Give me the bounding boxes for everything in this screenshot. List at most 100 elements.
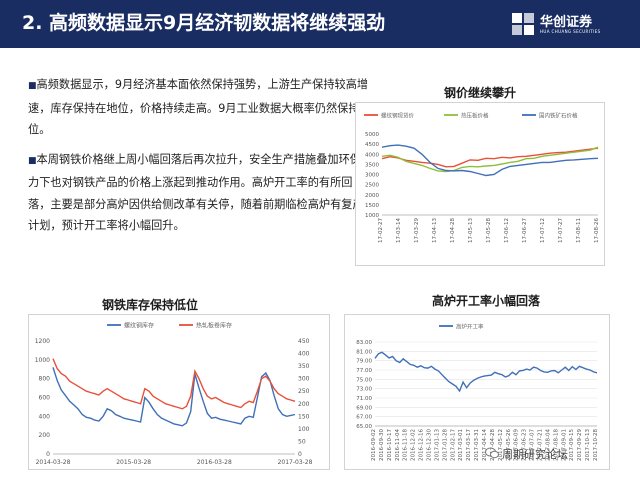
x-tick-label: 2016-09-30 (379, 429, 385, 461)
x-tick-label: 2016-10-17 (387, 429, 393, 461)
y-tick-label: 83.00 (356, 340, 372, 346)
x-tick-label: 2017-05-26 (506, 429, 512, 461)
header-banner: 2. 高频数据显示9月经济韧数据将继续强劲 华创证券 HUA CHUANG SE… (0, 0, 640, 48)
x-tick-label: 2016-12-02 (411, 429, 417, 461)
x-tick-label: 2017-09-29 (577, 429, 583, 461)
y-tick-label: 1500 (365, 203, 379, 209)
x-tick-label: 2017-07-21 (538, 429, 544, 461)
x-tick-label: 2014-03-28 (36, 459, 71, 466)
x-tick-label: 2017-07-07 (530, 429, 536, 461)
y-tick-label: 4500 (365, 142, 379, 148)
x-tick-label: 2016-09-02 (371, 429, 377, 461)
logo-subtitle: HUA CHUANG SECURITIES (540, 29, 601, 34)
x-tick-label: 2016-03-28 (197, 459, 232, 466)
bullet-text: 高频数据显示，9月经济基本面依然保持强势，上游生产保持较高增速，库存保持在地位，… (28, 78, 371, 136)
x-tick-label: 2016-12-30 (427, 429, 433, 461)
x-tick-label: 2015-03-28 (116, 459, 151, 466)
x-tick-label: 2016-12-16 (419, 429, 425, 461)
x-tick-label: 17-04-13 (432, 218, 438, 243)
y-tick-label: 77.00 (356, 368, 372, 374)
x-tick-label: 17-07-27 (558, 218, 564, 243)
series-line (381, 146, 599, 173)
chart-title-inventory: 钢铁库存保持低位 (102, 298, 199, 312)
x-tick-label: 17-06-12 (504, 218, 510, 243)
x-tick-label: 2017-03-31 (474, 429, 480, 461)
steel-price-chart: 50004500400035003000250020001500100017-0… (364, 112, 600, 243)
series-line (381, 147, 599, 168)
logo-name: 华创证券 (540, 15, 593, 30)
y-tick-label: 0 (46, 451, 50, 458)
x-tick-label: 2017-08-04 (545, 429, 551, 461)
x-tick-label: 17-03-29 (414, 218, 420, 243)
legend-label: 螺纹钢库存 (124, 322, 154, 330)
y-tick-label: 4000 (365, 152, 379, 158)
chart-panel-inventory: 1200 1000 800 600 400 200 0 450 400 350 300 250 200 1… (28, 314, 330, 470)
y-tick-label: 67.00 (356, 415, 372, 421)
bullet-list: ■高频数据显示，9月经济基本面依然保持强势，上游生产保持较高增速，库存保持在地位… (28, 74, 374, 245)
y-tick-label: 79.00 (356, 359, 372, 365)
chart-title-blast-furnace: 高炉开工率小幅回落 (432, 294, 541, 308)
x-tick-label: 2017-05-12 (498, 429, 504, 461)
y-right-tick-label: 250 (298, 388, 310, 395)
x-tick-label: 2017-01-28 (442, 429, 448, 461)
y-tick-label: 81.00 (356, 349, 372, 355)
x-tick-label: 2017-10-28 (593, 429, 599, 461)
x-tick-label: 2017-09-01 (561, 429, 567, 461)
x-tick-label: 2017-01-13 (434, 429, 440, 461)
x-tick-label: 17-05-13 (468, 218, 474, 243)
x-tick-label: 2017-04-14 (482, 429, 488, 461)
y-tick-label: 65.00 (356, 424, 372, 430)
y-right-tick-label: 50 (298, 438, 306, 445)
legend-label: 国内铁矿石价格 (539, 112, 578, 120)
y-tick-label: 73.00 (356, 387, 372, 393)
y-tick-label: 2000 (365, 193, 379, 199)
y-right-tick-label: 400 (298, 351, 310, 358)
bullet-square-icon: ■ (28, 155, 37, 166)
x-tick-label: 2017-02-17 (450, 429, 456, 461)
x-tick-label: 17-04-28 (450, 218, 456, 243)
x-tick-label: 2017-09-15 (569, 429, 575, 461)
x-tick-label: 17-03-14 (396, 218, 402, 243)
chart-panel-blast-furnace: 83.00 81.00 79.00 77.00 75.00 73.00 71.00 69.00… (344, 314, 610, 470)
y-tick-label: 2500 (365, 183, 379, 189)
x-tick-label: 17-02-27 (378, 218, 384, 243)
y-right-tick-label: 150 (298, 413, 310, 420)
y-tick-label: 1000 (365, 213, 379, 219)
chart-title-steel-price: 钢价继续攀升 (444, 86, 517, 100)
series-line (374, 351, 598, 393)
inventory-chart: 1200100080060040020004504003503002502001… (35, 322, 313, 467)
series-line (52, 358, 296, 410)
y-right-tick-label: 0 (298, 451, 302, 458)
series-line (52, 367, 296, 427)
x-tick-label: 2017-10-13 (585, 429, 591, 461)
x-tick-label: 2017-06-09 (514, 429, 520, 461)
y-tick-label: 600 (39, 395, 51, 402)
x-tick-label: 2016-11-18 (403, 429, 409, 461)
x-tick-label: 2017-04-28 (490, 429, 496, 461)
x-tick-label: 17-06-27 (522, 218, 528, 243)
bullet-square-icon: ■ (28, 81, 37, 91)
chart-panel-steel-price: 5000 4500 4000 3500 3000 2500 2000 1500 1000 17-0… (355, 102, 605, 266)
y-tick-label: 1000 (35, 357, 50, 364)
y-right-tick-label: 300 (298, 376, 310, 383)
legend-label: 热压板价格 (461, 112, 489, 120)
y-tick-label: 75.00 (356, 377, 372, 383)
y-tick-label: 800 (39, 376, 51, 383)
y-right-tick-label: 350 (298, 363, 310, 370)
bullet-item: ■本周钢铁价格继上周小幅回落后再次拉升，安全生产措施叠加环保压力下也对钢铁产品的… (28, 149, 374, 237)
x-tick-label: 2017-06-23 (522, 429, 528, 461)
y-tick-label: 69.00 (356, 405, 372, 411)
y-right-tick-label: 450 (298, 338, 310, 345)
wechat-icon (485, 447, 499, 459)
y-tick-label: 5000 (365, 132, 379, 138)
y-right-tick-label: 200 (298, 401, 310, 408)
x-tick-label: 2016-11-04 (395, 429, 401, 461)
x-tick-label: 17-07-12 (540, 218, 546, 243)
x-tick-label: 2017-03-17 (466, 429, 472, 461)
bullet-item: ■高频数据显示，9月经济基本面依然保持强势，上游生产保持较高增速，库存保持在地位… (28, 74, 374, 141)
y-tick-label: 3500 (365, 162, 379, 168)
y-tick-label: 200 (39, 432, 51, 439)
legend-label: 高炉开工率 (456, 323, 484, 331)
y-tick-label: 71.00 (356, 396, 372, 402)
x-tick-label: 2017-08-18 (553, 429, 559, 461)
